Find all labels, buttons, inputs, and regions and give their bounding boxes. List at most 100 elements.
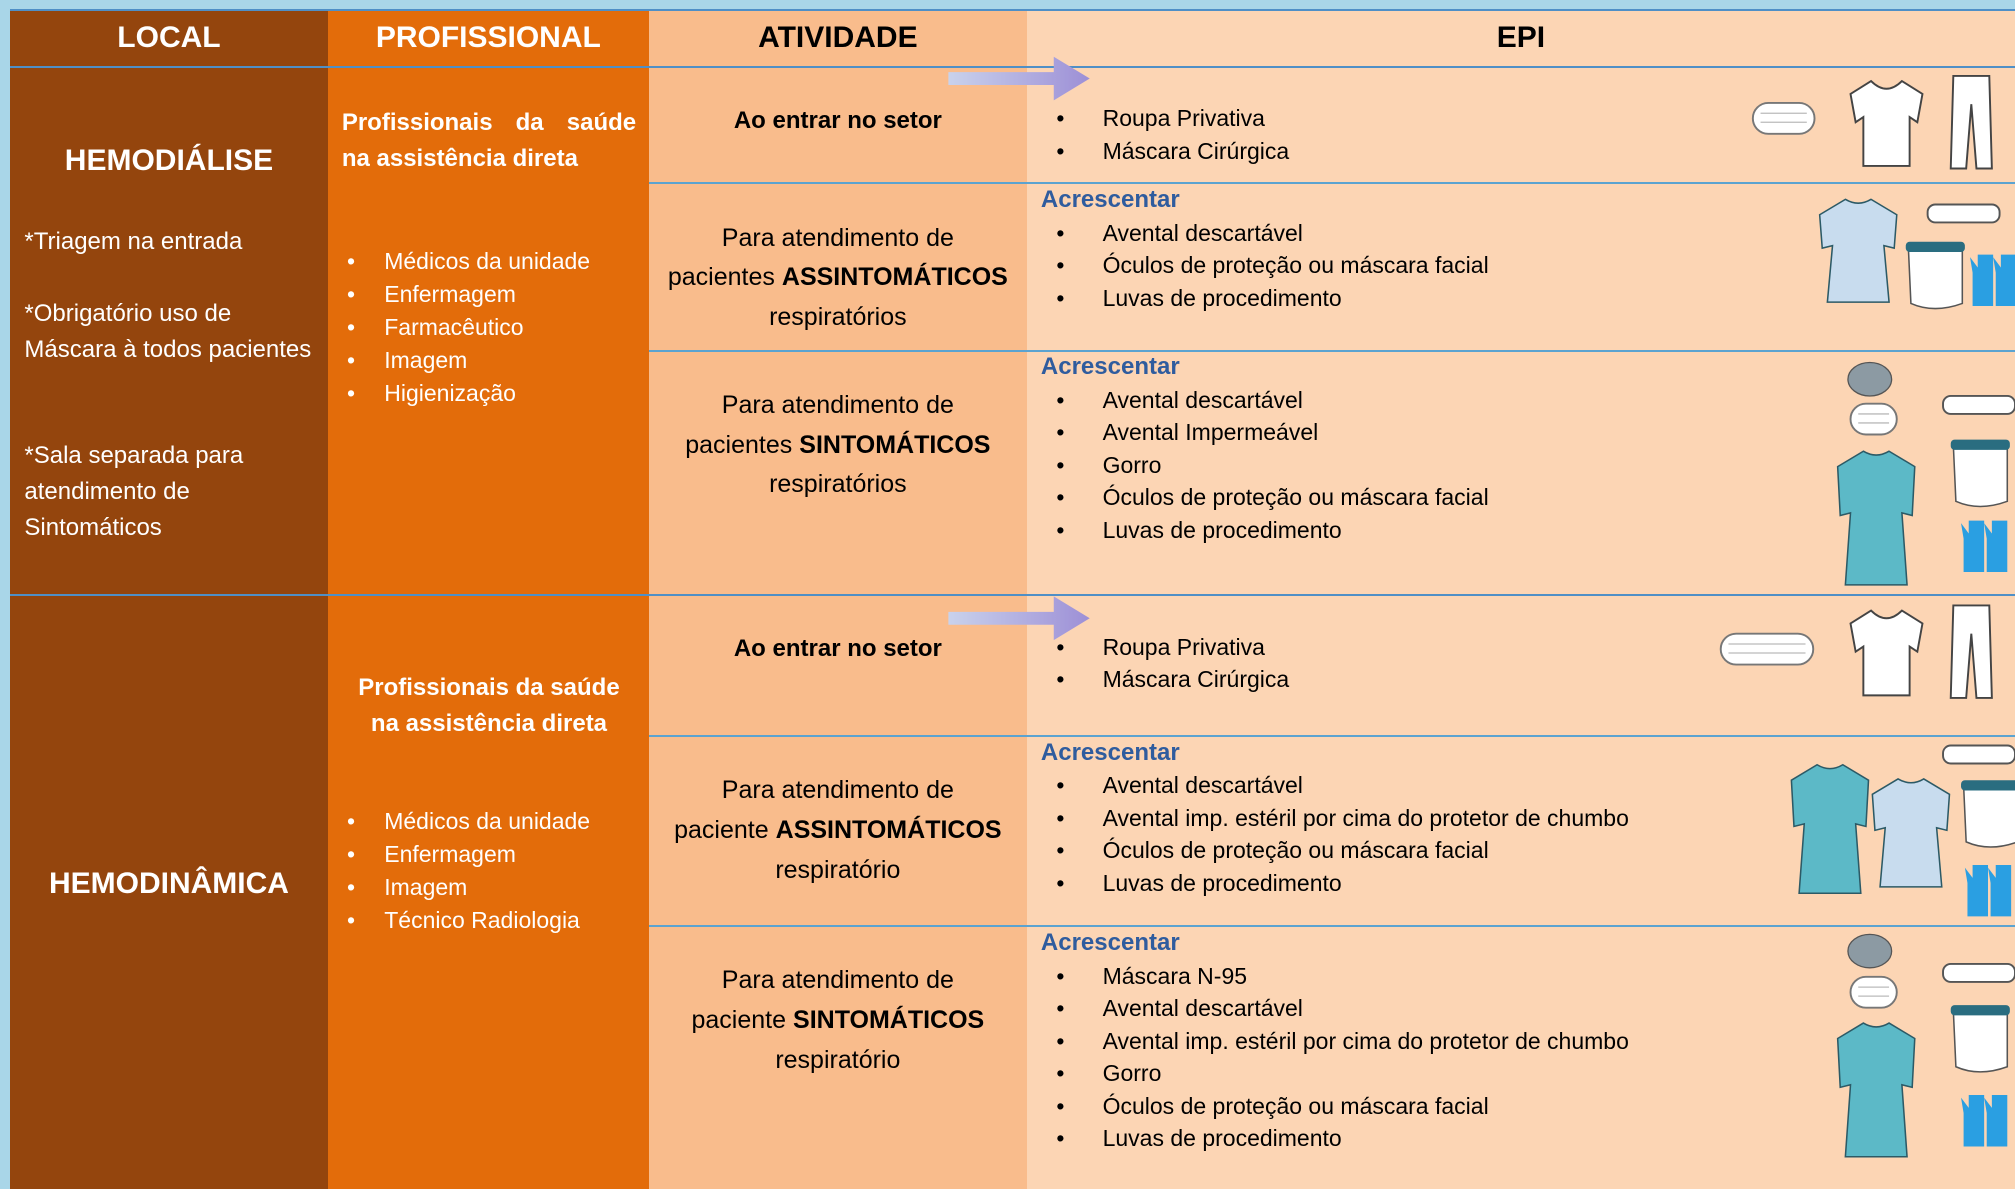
mask-icon <box>1728 643 1806 654</box>
professional-intro: Profissionais da saúde na assistência di… <box>341 109 637 173</box>
pants-icon <box>1949 604 1993 699</box>
epi-item: Avental Impermeável <box>1102 419 1319 446</box>
bullet: • <box>1056 1092 1065 1119</box>
shield-icon <box>1952 444 2009 508</box>
activity-line: respiratório <box>775 1046 901 1075</box>
epi-item: Máscara Cirúrgica <box>1102 666 1290 693</box>
bullet: • <box>1056 1125 1065 1152</box>
column-bg <box>10 10 328 1189</box>
professional-item: Enfermagem <box>384 841 516 868</box>
bullet: • <box>346 248 356 275</box>
gloves-icon <box>1964 865 1989 917</box>
mask-icon <box>1849 402 1898 436</box>
local-title: HEMODINÂMICA <box>48 867 289 901</box>
row-line <box>648 735 2015 738</box>
shield-icon <box>1961 780 2015 791</box>
bullet: • <box>1056 962 1065 989</box>
header-cell: LOCAL <box>117 21 221 55</box>
mask-icon <box>1760 112 1807 123</box>
activity-line: Para atendimento de <box>721 390 954 419</box>
goggles-icon <box>1926 203 2001 224</box>
epi-item: Avental descartável <box>1102 386 1303 413</box>
bullet: • <box>1056 837 1065 864</box>
epi-item: Máscara Cirúrgica <box>1102 137 1290 164</box>
goggles-icon <box>1942 744 2015 765</box>
epi-item: Avental descartável <box>1102 219 1303 246</box>
professional-item: Imagem <box>384 874 468 901</box>
epi-item: Avental imp. estéril por cima do proteto… <box>1102 1027 1629 1054</box>
epi-item: Avental imp. estéril por cima do proteto… <box>1102 804 1629 831</box>
epi-heading: Acrescentar <box>1040 353 1180 381</box>
activity-text: pacientes <box>667 263 775 292</box>
activity-line: paciente ASSINTOMÁTICOS <box>649 816 1027 845</box>
gloves-icon <box>1993 254 2015 307</box>
activity-line: Para atendimento de <box>721 966 954 995</box>
epi-item: Óculos de proteção ou máscara facial <box>1102 484 1489 511</box>
bullet: • <box>346 808 356 835</box>
row-line <box>648 182 2015 185</box>
mask-icon <box>1858 413 1890 424</box>
top-border <box>0 0 2015 9</box>
header-cell: ATIVIDADE <box>758 21 918 55</box>
activity-text: pacientes <box>685 430 793 459</box>
activity-line: pacientes SINTOMÁTICOS <box>649 431 1027 460</box>
gloves-icon <box>1970 254 1994 307</box>
gloves-icon <box>1961 1095 1985 1147</box>
shield-icon <box>1907 246 1964 310</box>
bullet: • <box>1056 252 1065 279</box>
shield-icon <box>1905 241 1965 253</box>
gown-icon <box>1836 450 1916 586</box>
bullet: • <box>1056 995 1065 1022</box>
professional-item: Enfermagem <box>384 281 516 308</box>
gloves-icon <box>1984 1095 2008 1147</box>
gloves-icon <box>1984 520 2008 573</box>
bullet: • <box>1056 772 1065 799</box>
row-line <box>648 925 2015 928</box>
arrow <box>948 596 1090 641</box>
bullet: • <box>1056 386 1065 413</box>
column-bg <box>648 10 1027 1189</box>
epi-item: Óculos de proteção ou máscara facial <box>1102 1092 1489 1119</box>
professional-item: Médicos da unidade <box>384 248 591 275</box>
professional-item: Imagem <box>384 347 468 374</box>
goggles-icon <box>1942 394 2015 415</box>
shield-icon <box>1962 784 2015 848</box>
activity: Ao entrar no setor <box>733 106 942 134</box>
epi-item: Gorro <box>1102 1060 1162 1087</box>
activity-text: paciente <box>674 816 769 845</box>
bullet: • <box>346 314 356 341</box>
cap-icon <box>1847 933 1893 969</box>
professional-item: Médicos da unidade <box>384 808 591 835</box>
local-title: HEMODIÁLISE <box>64 143 274 177</box>
mask-icon <box>1858 986 1890 997</box>
bullet: • <box>1056 105 1065 132</box>
epi-heading: Acrescentar <box>1040 929 1180 957</box>
column-bg <box>327 10 649 1189</box>
epi-item: Óculos de proteção ou máscara facial <box>1102 837 1489 864</box>
bullet: • <box>1056 419 1065 446</box>
bullet: • <box>346 380 356 407</box>
epi-item: Óculos de proteção ou máscara facial <box>1102 252 1489 279</box>
epi-item: Gorro <box>1102 451 1162 478</box>
row-line <box>648 349 2015 352</box>
shield-icon <box>1950 1005 2010 1016</box>
professional-item: Técnico Radiologia <box>384 907 580 934</box>
bullet: • <box>1056 137 1065 164</box>
activity-line: Para atendimento de <box>721 776 954 805</box>
bullet: • <box>1056 219 1065 246</box>
professional-item: Farmacêutico <box>384 314 524 341</box>
bullet: • <box>1056 804 1065 831</box>
header-cell: EPI <box>1496 21 1546 55</box>
gloves-icon <box>1988 865 2012 917</box>
cap-icon <box>1847 361 1893 397</box>
epi-item: Avental descartável <box>1102 772 1303 799</box>
bullet: • <box>1056 869 1065 896</box>
bullet: • <box>346 281 356 308</box>
activity-line: respiratórios <box>769 470 907 499</box>
epi-heading: Acrescentar <box>1040 738 1180 766</box>
epi-item: Roupa Privativa <box>1102 105 1265 132</box>
activity-line: paciente SINTOMÁTICOS <box>649 1006 1027 1035</box>
bullet: • <box>1056 516 1065 543</box>
